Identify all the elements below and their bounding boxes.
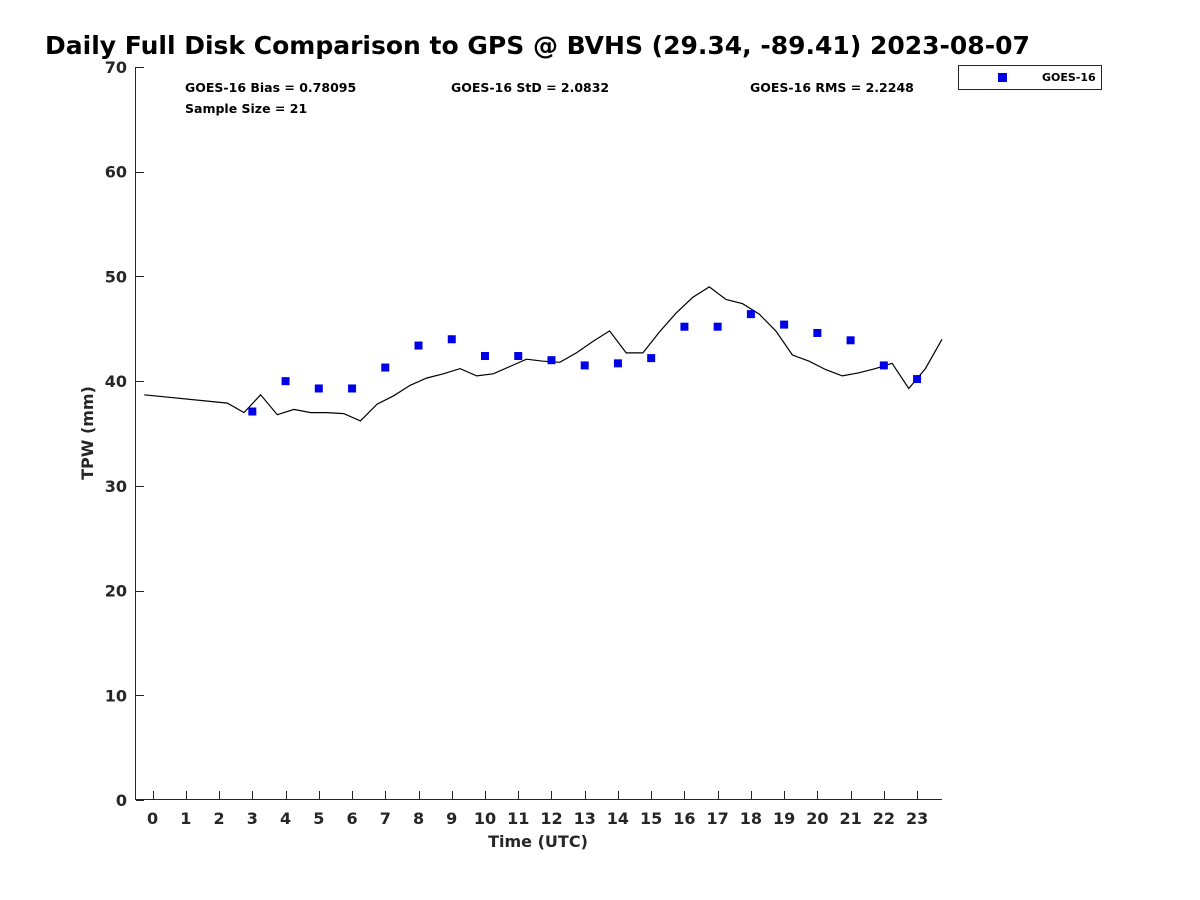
x-axis-label: Time (UTC)	[488, 832, 588, 851]
x-tick-label: 18	[740, 809, 762, 828]
x-tick-label: 0	[147, 809, 158, 828]
legend-marker-goes16	[998, 73, 1007, 82]
x-tick-label: 1	[180, 809, 191, 828]
goes16-point	[613, 359, 622, 368]
x-tick-label: 19	[773, 809, 795, 828]
goes16-point	[314, 384, 323, 393]
x-tick-label: 7	[380, 809, 391, 828]
goes16-point	[381, 363, 390, 372]
x-tick-label: 17	[707, 809, 729, 828]
x-tick-label: 10	[474, 809, 496, 828]
x-tick-label: 20	[806, 809, 828, 828]
std-annotation: GOES-16 StD = 2.0832	[451, 80, 609, 95]
goes16-series	[248, 310, 922, 416]
x-tick-label: 3	[247, 809, 258, 828]
bias-annotation: GOES-16 Bias = 0.78095	[185, 80, 356, 95]
y-tick-label: 60	[105, 163, 127, 182]
y-axis-label: TPW (mm)	[78, 386, 97, 480]
y-tick-label: 50	[105, 267, 127, 286]
x-tick-label: 5	[313, 809, 324, 828]
goes16-point	[746, 310, 755, 319]
goes16-point	[813, 328, 822, 337]
x-tick-label: 16	[673, 809, 695, 828]
goes16-point	[879, 361, 888, 370]
y-tick-label: 70	[105, 58, 127, 77]
x-tick-label: 22	[873, 809, 895, 828]
goes16-point	[447, 335, 456, 344]
x-tick-label: 15	[640, 809, 662, 828]
x-tick-label: 9	[446, 809, 457, 828]
legend-box	[958, 65, 1102, 90]
legend-label-goes16: GOES-16	[1042, 71, 1096, 84]
goes16-point	[248, 407, 257, 416]
y-tick-label: 30	[105, 477, 127, 496]
y-tick-label: 20	[105, 582, 127, 601]
goes16-point	[547, 356, 556, 365]
x-tick-label: 2	[214, 809, 225, 828]
x-tick-label: 6	[346, 809, 357, 828]
goes16-point	[680, 322, 689, 331]
y-tick-label: 0	[116, 791, 127, 810]
x-tick-label: 11	[507, 809, 529, 828]
goes16-point	[713, 322, 722, 331]
goes16-point	[780, 320, 789, 329]
goes16-point	[281, 377, 290, 386]
gps-series	[144, 286, 943, 422]
gps-tpw-line	[144, 286, 943, 422]
goes16-point	[514, 352, 523, 361]
x-tick-label: 4	[280, 809, 291, 828]
x-tick-label: 21	[839, 809, 861, 828]
legend: GOES-16	[958, 65, 1102, 90]
x-tick-label: 13	[574, 809, 596, 828]
goes16-point	[348, 384, 357, 393]
sample-size-annotation: Sample Size = 21	[185, 101, 307, 116]
x-tick-label: 8	[413, 809, 424, 828]
y-tick-label: 40	[105, 372, 127, 391]
goes16-point	[414, 341, 423, 350]
goes16-point	[647, 354, 656, 363]
goes16-point	[846, 336, 855, 345]
y-axis-ticks: 0 10 20 30 40 50 60 70	[105, 58, 144, 810]
x-tick-label: 23	[906, 809, 928, 828]
x-tick-label: 12	[540, 809, 562, 828]
x-tick-label: 14	[607, 809, 629, 828]
x-axis-ticks: 0 1 2 3 4 5 6 7 8 9 10 11 12 13 14 15 16 17 18 19 20 21 22 23	[147, 791, 928, 828]
rms-annotation: GOES-16 RMS = 2.2248	[750, 80, 914, 95]
goes16-point	[480, 352, 489, 361]
chart-title: Daily Full Disk Comparison to GPS @ BVHS…	[45, 31, 1030, 60]
y-tick-label: 10	[105, 686, 127, 705]
goes16-point	[580, 361, 589, 370]
goes16-point	[913, 375, 922, 384]
